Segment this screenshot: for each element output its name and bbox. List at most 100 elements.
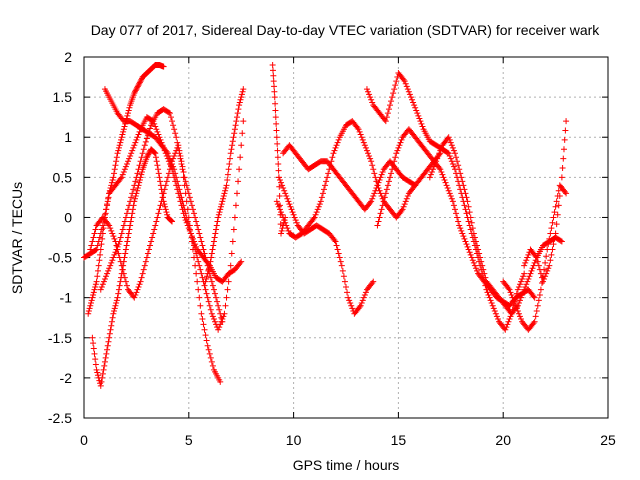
data-marker xyxy=(157,178,164,185)
data-marker xyxy=(459,230,466,237)
data-marker xyxy=(419,123,426,130)
data-marker xyxy=(237,154,244,161)
data-marker xyxy=(207,258,214,265)
data-marker xyxy=(444,149,451,156)
data-marker xyxy=(133,174,140,181)
data-marker xyxy=(134,84,141,91)
data-marker xyxy=(365,88,372,95)
data-marker xyxy=(371,170,378,177)
data-marker xyxy=(194,278,201,285)
data-marker xyxy=(126,202,133,209)
data-marker xyxy=(461,186,468,193)
data-marker xyxy=(518,316,525,323)
data-marker xyxy=(466,209,473,216)
data-marker xyxy=(485,291,492,298)
data-marker xyxy=(378,171,385,178)
data-marker xyxy=(212,290,218,297)
data-marker xyxy=(117,258,124,265)
data-marker xyxy=(111,305,118,312)
data-marker xyxy=(383,114,390,121)
data-marker xyxy=(176,150,183,157)
data-marker xyxy=(557,183,564,190)
data-point-arc-5-16 xyxy=(198,310,205,317)
data-marker xyxy=(113,154,120,161)
data-marker xyxy=(366,91,373,98)
data-point-arc-3-8 xyxy=(122,246,129,253)
data-marker xyxy=(471,234,478,241)
data-marker xyxy=(112,302,119,309)
data-marker xyxy=(165,109,172,116)
data-point-arc-7-9 xyxy=(240,86,247,93)
data-marker xyxy=(119,131,126,138)
data-marker xyxy=(236,99,243,106)
data-marker xyxy=(384,110,391,117)
data-marker xyxy=(98,241,105,248)
data-marker xyxy=(134,286,141,293)
data-marker xyxy=(182,210,189,217)
data-marker xyxy=(279,211,286,218)
data-point-arc-2-11 xyxy=(131,90,138,97)
data-marker xyxy=(211,234,218,241)
data-marker xyxy=(140,266,147,273)
data-marker xyxy=(446,136,453,143)
data-marker xyxy=(549,219,556,226)
data-marker xyxy=(284,225,291,232)
data-marker xyxy=(377,190,384,197)
data-marker xyxy=(515,283,522,290)
data-marker xyxy=(100,225,107,232)
data-marker xyxy=(178,160,185,167)
data-marker xyxy=(387,102,394,109)
data-marker xyxy=(209,362,216,369)
data-point-arc-5-0 xyxy=(97,286,104,293)
data-marker xyxy=(486,294,493,301)
data-marker xyxy=(142,138,149,145)
data-point-arc-6-10 xyxy=(164,150,171,157)
data-marker xyxy=(516,313,523,320)
data-marker xyxy=(133,289,140,296)
data-marker xyxy=(270,72,277,79)
data-marker xyxy=(292,217,299,224)
data-point-arc-12-3 xyxy=(382,118,389,125)
data-marker xyxy=(105,338,112,345)
data-marker xyxy=(180,202,187,209)
data-marker xyxy=(195,286,202,293)
data-marker xyxy=(468,219,475,226)
data-marker xyxy=(136,281,143,288)
data-point-arc-11-6 xyxy=(311,214,318,221)
data-point-arc-3-13 xyxy=(143,154,150,161)
data-marker xyxy=(238,94,245,101)
data-point-arc-14-8 xyxy=(477,254,484,261)
data-marker xyxy=(197,266,204,273)
data-marker xyxy=(404,86,411,93)
data-marker xyxy=(217,203,224,210)
data-marker xyxy=(449,144,456,151)
data-point-arc-5-5 xyxy=(129,190,136,197)
data-marker xyxy=(99,230,106,237)
data-marker xyxy=(162,203,169,210)
data-marker xyxy=(153,126,160,133)
data-marker xyxy=(406,91,413,98)
data-marker xyxy=(335,250,342,257)
data-marker xyxy=(377,210,384,217)
series-arc-11 xyxy=(273,118,444,241)
data-marker xyxy=(461,235,468,242)
data-marker xyxy=(135,283,142,290)
data-marker xyxy=(164,174,171,181)
data-marker xyxy=(111,235,118,242)
data-point-arc-4-11 xyxy=(156,206,163,213)
data-marker xyxy=(91,230,98,237)
data-marker xyxy=(239,130,246,137)
data-point-arc-8-2 xyxy=(273,134,280,141)
data-marker xyxy=(126,155,133,162)
data-marker xyxy=(169,160,176,167)
data-point-arc-14-21 xyxy=(558,238,565,245)
data-marker xyxy=(152,222,159,229)
data-marker xyxy=(369,162,376,169)
data-marker xyxy=(105,267,112,274)
data-marker xyxy=(181,206,188,213)
data-marker xyxy=(90,340,97,347)
data-marker xyxy=(199,274,206,281)
data-point-arc-6-11 xyxy=(171,166,178,173)
data-marker xyxy=(402,198,409,205)
data-marker xyxy=(208,254,215,261)
